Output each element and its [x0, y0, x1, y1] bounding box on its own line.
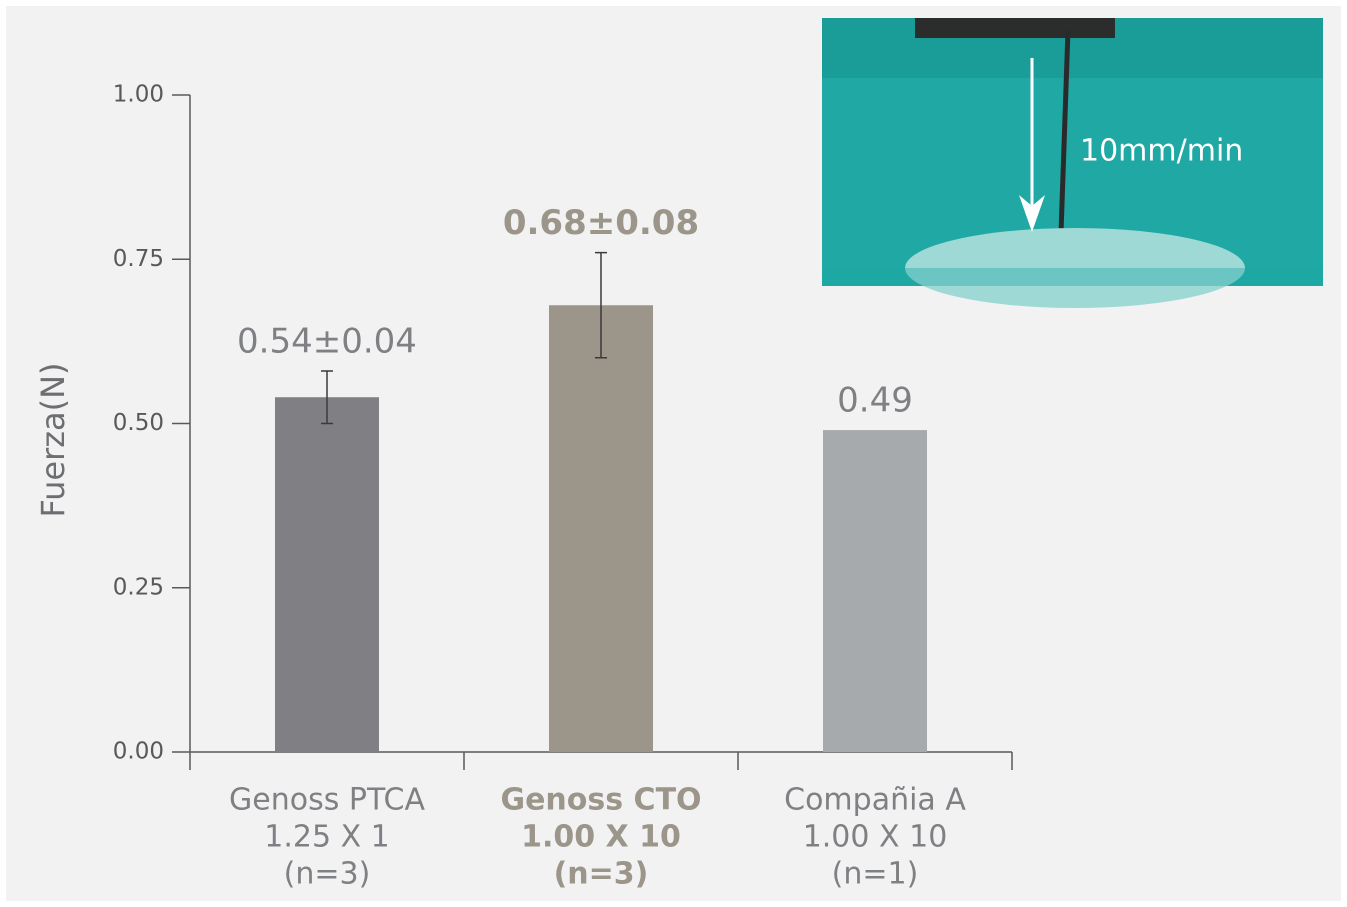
bar [549, 305, 653, 752]
y-axis-label: Fuerza(N) [34, 362, 72, 517]
x-tick-label: Genoss CTO [500, 783, 701, 818]
inset-label: 10mm/min [1080, 134, 1243, 169]
x-tick-label: (n=3) [284, 857, 371, 892]
x-tick-label: Genoss PTCA [229, 783, 425, 818]
y-tick-label: 0.50 [113, 410, 164, 436]
y-tick-label: 0.75 [113, 246, 164, 272]
x-tick-label: (n=1) [832, 857, 919, 892]
bar [275, 397, 379, 752]
error-bar [595, 251, 607, 359]
x-tick-label: 1.25 X 1 [264, 820, 390, 855]
bar [823, 430, 927, 752]
value-label: 0.54±0.04 [237, 321, 417, 361]
x-tick-label: 1.00 X 10 [803, 820, 948, 855]
y-tick-label: 0.25 [113, 574, 164, 600]
x-tick-label: (n=3) [554, 857, 649, 892]
x-tick-label: 1.00 X 10 [521, 820, 681, 855]
value-label: 0.49 [837, 381, 913, 421]
y-tick-label: 1.00 [113, 82, 164, 108]
value-label: 0.68±0.08 [503, 203, 699, 243]
y-tick-label: 0.00 [113, 739, 164, 765]
x-tick-label: Compañia A [784, 783, 966, 818]
error-bar [321, 370, 333, 425]
inset-photo: 10mm/min [822, 18, 1323, 308]
